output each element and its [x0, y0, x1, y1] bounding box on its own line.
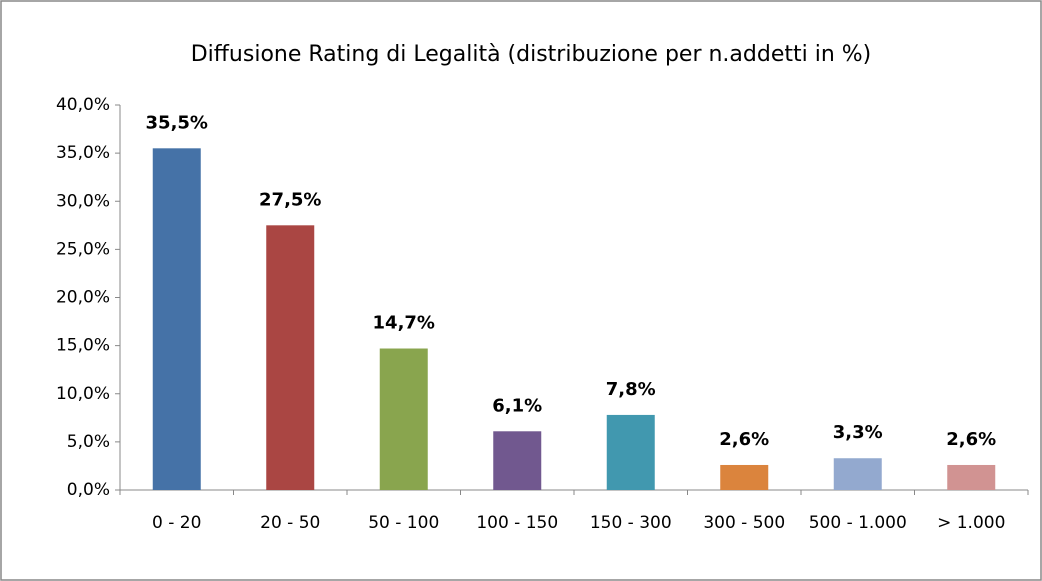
x-tick-label: 0 - 20 — [152, 513, 201, 533]
y-tick-label: 15,0% — [56, 336, 110, 356]
y-tick-label: 0,0% — [67, 480, 110, 500]
y-tick-label: 20,0% — [56, 288, 110, 308]
data-label: 2,6% — [946, 429, 996, 450]
bar — [152, 148, 201, 490]
data-label: 14,7% — [373, 313, 435, 334]
y-tick-label: 5,0% — [67, 432, 110, 452]
x-tick-label: 100 - 150 — [476, 513, 558, 533]
y-tick-label: 25,0% — [56, 239, 110, 259]
data-label: 6,1% — [492, 395, 542, 416]
x-tick-label: 50 - 100 — [368, 513, 439, 533]
x-tick-label: 20 - 50 — [260, 513, 320, 533]
data-label: 2,6% — [719, 429, 769, 450]
y-tick-label: 10,0% — [56, 384, 110, 404]
y-tick-label: 30,0% — [56, 191, 110, 211]
data-label: 7,8% — [606, 379, 656, 400]
y-tick-label: 40,0% — [56, 95, 110, 115]
bar — [606, 414, 655, 490]
data-label: 3,3% — [833, 422, 883, 443]
bar — [266, 225, 315, 490]
bar — [379, 348, 428, 490]
bar — [720, 464, 769, 490]
x-tick-label: 150 - 300 — [590, 513, 672, 533]
data-label: 35,5% — [146, 112, 208, 133]
x-tick-label: > 1.000 — [937, 513, 1005, 533]
bar — [493, 431, 542, 490]
x-tick-label: 500 - 1.000 — [809, 513, 907, 533]
data-label: 27,5% — [259, 189, 321, 210]
x-tick-label: 300 - 500 — [703, 513, 785, 533]
bar — [833, 458, 882, 490]
y-tick-label: 35,0% — [56, 143, 110, 163]
chart-title: Diffusione Rating di Legalità (distribuz… — [191, 42, 872, 67]
bar — [947, 464, 996, 490]
